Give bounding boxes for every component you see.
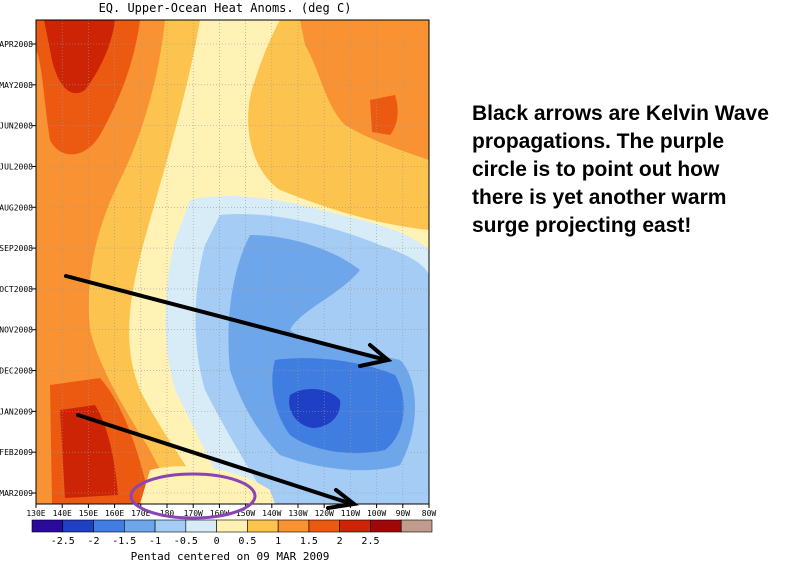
- x-tick-label: 170E: [131, 509, 150, 518]
- x-tick-label: 150W: [236, 509, 255, 518]
- x-tick-label: 90W: [396, 509, 411, 518]
- y-tick-label: APR2008: [0, 40, 33, 49]
- y-tick-label: AUG2008: [0, 203, 33, 212]
- colorbar-tick-label: 2: [337, 536, 343, 547]
- strong-warm-east: [370, 95, 398, 135]
- cool-region-core: [289, 388, 341, 428]
- colorbar-tick-label: -1.5: [112, 536, 136, 547]
- colorbar-ticks: -2.5 -2 -1.5 -1 -0.5 0 0.5 1 1.5 2 2.5: [51, 536, 380, 547]
- y-tick-label: DEC2008: [0, 367, 33, 376]
- y-tick-label: JUN2008: [0, 122, 33, 131]
- x-tick-label: 160E: [105, 509, 124, 518]
- colorbar-swatch: [370, 519, 402, 533]
- x-tick-label: 140E: [53, 509, 72, 518]
- x-tick-label: 120W: [315, 509, 334, 518]
- colorbar-tick-label: 2.5: [361, 536, 379, 547]
- kelvin-arrow-lower: [76, 413, 359, 510]
- heatmap-field: [36, 20, 429, 504]
- very-strong-warm-top: [44, 20, 115, 94]
- colorbar-swatch: [339, 519, 371, 533]
- annotation-note: Black arrows are Kelvin Wave propagation…: [472, 102, 769, 237]
- y-tick-label: JUL2008: [0, 162, 33, 171]
- x-tick-label: 110W: [341, 509, 360, 518]
- colorbar-tick-label: 1: [275, 536, 281, 547]
- x-tick-label: 130E: [26, 509, 45, 518]
- x-axis: 130E 140E 150E 160E 170E 180 170W 160W 150W 140W 1…: [26, 504, 436, 518]
- y-tick-label: FEB2009: [0, 448, 33, 457]
- colorbar-tick-label: 0.5: [238, 536, 256, 547]
- x-tick-label: 180: [160, 509, 175, 518]
- warm-region-east-mid: [300, 20, 429, 160]
- colorbar-tick-label: -2.5: [51, 536, 75, 547]
- x-tick-label: 100W: [367, 509, 386, 518]
- chart-title: EQ. Upper-Ocean Heat Anoms. (deg C): [99, 1, 352, 15]
- colorbar-swatch: [31, 519, 64, 533]
- colorbar-swatch: [247, 519, 279, 533]
- very-strong-warm-bottom: [60, 405, 118, 498]
- x-tick-label: 140W: [262, 509, 281, 518]
- colorbar-swatch: [62, 519, 94, 533]
- colorbar-swatch: [308, 519, 340, 533]
- plot-frame: [35, 19, 430, 505]
- colorbar-swatch: [185, 519, 217, 533]
- colorbar-tick-label: -2: [88, 536, 100, 547]
- colorbar-tick-label: -0.5: [174, 536, 198, 547]
- colorbar-swatch: [277, 519, 310, 533]
- colorbar-swatch: [93, 519, 125, 533]
- y-tick-label: MAY2008: [0, 81, 33, 90]
- x-tick-label: 150E: [79, 509, 98, 518]
- kelvin-arrow-upper: [64, 274, 393, 368]
- y-tick-label: MAR2009: [0, 489, 33, 498]
- x-tick-label: 130W: [288, 509, 307, 518]
- colorbar-tick-label: 0: [214, 536, 220, 547]
- colorbar-tick-label: 1.5: [300, 536, 318, 547]
- colorbar-tick-label: -1: [149, 536, 161, 547]
- y-axis: APR2008 MAY2008 JUN2008 JUL2008 AUG2008 SEP20…: [0, 40, 36, 498]
- warm-surge-circle: [129, 472, 257, 520]
- colorbar-swatch: [124, 519, 156, 533]
- y-tick-label: OCT2008: [0, 285, 33, 294]
- colorbar: [31, 519, 433, 533]
- colorbar-swatch: [154, 519, 187, 533]
- y-tick-label: JAN2009: [0, 407, 33, 416]
- chart-caption: Pentad centered on 09 MAR 2009: [131, 550, 330, 563]
- y-tick-label: NOV2008: [0, 326, 33, 335]
- x-tick-label: 160W: [210, 509, 229, 518]
- plot-grid: [36, 20, 429, 504]
- colorbar-swatch: [216, 519, 248, 533]
- x-tick-label: 80W: [422, 509, 437, 518]
- colorbar-swatch: [400, 519, 433, 533]
- y-tick-label: SEP2008: [0, 244, 33, 253]
- x-tick-label: 170W: [184, 509, 203, 518]
